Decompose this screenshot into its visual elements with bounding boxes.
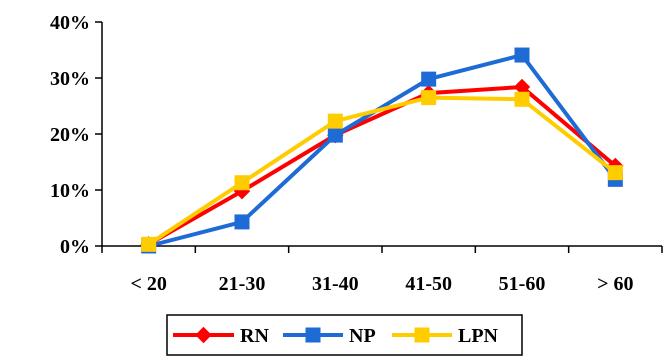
series-layer [140, 47, 624, 254]
data-point-lpn [234, 175, 250, 191]
data-point-np [234, 214, 250, 230]
series-line-rn [146, 84, 618, 247]
x-tick-label: 41-50 [405, 273, 452, 295]
axes: 0% 10% 20% 30% 40% < 20 21-30 31-40 41-50 51-60 > … [50, 12, 663, 295]
series-np [141, 47, 623, 254]
y-tick-label: 20% [50, 124, 90, 146]
data-point-lpn [421, 90, 437, 106]
series-line-lpn [146, 95, 618, 247]
legend-marker-np [305, 327, 321, 343]
data-point-np [421, 71, 437, 87]
legend-marker-lpn [414, 327, 430, 343]
data-point-lpn [141, 236, 157, 252]
series-lpn [141, 90, 623, 252]
legend-marker-rn [195, 326, 212, 344]
legend-item-lpn: LPN [392, 325, 499, 347]
y-tick-label: 10% [50, 180, 90, 202]
y-tick-label: 30% [50, 68, 90, 90]
y-tick-label: 40% [50, 12, 90, 34]
legend: RN NP LPN [166, 314, 523, 356]
data-point-lpn [514, 91, 530, 107]
x-tick-label: > 60 [597, 273, 633, 295]
data-point-np [327, 127, 343, 143]
x-tick-label: 51-60 [499, 273, 546, 295]
series-line-np [146, 53, 618, 248]
x-tick-label: 31-40 [312, 273, 359, 295]
legend-item-np: NP [283, 325, 376, 347]
y-tick-label: 0% [60, 236, 90, 258]
legend-label-lpn: LPN [458, 325, 499, 347]
data-point-lpn [327, 113, 343, 129]
x-tick-label: < 20 [130, 273, 166, 295]
data-point-np [514, 47, 530, 63]
data-point-lpn [607, 165, 623, 181]
x-tick-label: 21-30 [219, 273, 266, 295]
legend-item-rn: RN [173, 325, 269, 347]
legend-label-rn: RN [240, 325, 269, 347]
legend-label-np: NP [349, 325, 376, 347]
